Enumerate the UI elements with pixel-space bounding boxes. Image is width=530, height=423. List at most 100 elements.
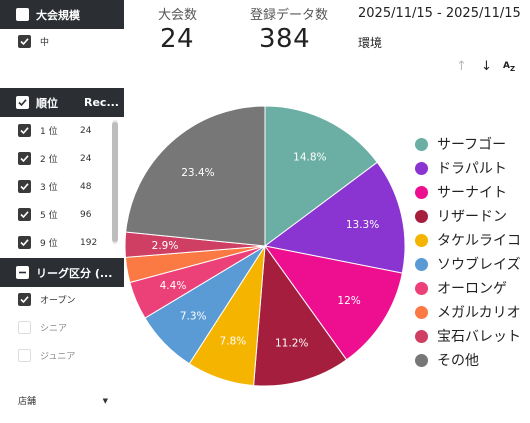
filter-rank-scrollbar[interactable]	[112, 120, 118, 244]
filter-league-item-checkbox[interactable]	[18, 349, 31, 362]
filter-rank-item-checkbox[interactable]	[18, 208, 31, 221]
filter-rank-item[interactable]: 1 位 24	[18, 124, 91, 137]
filter-rank-item[interactable]: 3 位 48	[18, 180, 91, 193]
pie-slice-label: 13.3%	[346, 219, 379, 231]
filter-rank-item-label: 5 位	[40, 211, 58, 221]
env-label: 環境	[358, 36, 383, 50]
pie-slice[interactable]	[125, 106, 266, 247]
legend-swatch	[415, 305, 428, 319]
filter-league-item-label: シニア	[40, 324, 68, 334]
legend-swatch	[415, 281, 428, 295]
pie-chart: 14.8% 13.3% 12% 11.2% 7.8% 7.3% 4.4% 2.9% 23.4%	[125, 106, 405, 386]
legend-label: サーナイト	[437, 185, 507, 201]
legend-swatch	[415, 353, 428, 367]
filter-league-item[interactable]: ジュニア	[18, 349, 75, 362]
legend-item[interactable]: オーロンゲ	[415, 278, 507, 298]
filter-rank-item-label: 1 位	[40, 127, 58, 137]
arrow-up-icon[interactable]: ↑	[456, 59, 467, 74]
legend-label: ドラパルト	[437, 161, 507, 177]
filter-rank-item-label: 3 位	[40, 183, 58, 193]
pie-slice-label: 23.4%	[181, 167, 214, 179]
filter-league-item[interactable]: オープン	[18, 293, 75, 306]
pie-slice-label: 2.9%	[152, 240, 179, 252]
filter-league-select-all-checkbox[interactable]	[16, 266, 29, 279]
pie-slice-label: 14.8%	[293, 152, 326, 164]
filter-store-label: 店舗	[18, 397, 37, 407]
pie-slice[interactable]	[263, 245, 403, 361]
filter-league-item-checkbox[interactable]	[18, 293, 31, 306]
filter-size-item-label: 中	[40, 38, 50, 48]
pie-slice-label: 7.8%	[220, 336, 247, 348]
filter-size-item[interactable]: 中	[18, 35, 49, 48]
scorecard-records-value: 384	[259, 24, 311, 54]
legend-item[interactable]: 宝石バレット	[415, 326, 521, 346]
filter-rank-col2[interactable]: Rec...	[84, 96, 119, 109]
date-range-control[interactable]: 2025/11/15 - 2025/11/15	[358, 6, 521, 21]
filter-league-title: リーグ区分 (...	[36, 266, 113, 280]
legend-label: リザードン	[437, 209, 507, 225]
legend-label: メガルカリオ	[437, 305, 521, 321]
pie-slice-label: 11.2%	[275, 337, 308, 349]
sort-az-icon[interactable]: AZ	[503, 61, 516, 73]
legend-label: 宝石バレット	[437, 329, 521, 345]
pie-slice[interactable]	[253, 244, 348, 386]
filter-size-select-all-checkbox[interactable]	[16, 8, 29, 21]
legend-label: その他	[437, 353, 479, 369]
legend-label: オーロンゲ	[437, 281, 507, 297]
filter-rank-item-count: 48	[80, 181, 92, 192]
legend-swatch	[415, 185, 428, 199]
filter-rank-item-label: 2 位	[40, 155, 58, 165]
legend-item[interactable]: ソウブレイズ	[415, 254, 521, 274]
scorecard-records-label: 登録データ数	[250, 8, 329, 23]
filter-size-title: 大会規模	[36, 8, 80, 22]
legend-item[interactable]: リザードン	[415, 206, 507, 226]
scorecard-tournaments-value: 24	[160, 24, 195, 54]
filter-size-header[interactable]: 大会規模	[0, 0, 124, 29]
arrow-down-icon[interactable]: ↓	[481, 59, 492, 74]
filter-store-dropdown[interactable]: 店舗 ▼	[18, 394, 108, 408]
filter-rank-item[interactable]: 2 位 24	[18, 152, 91, 165]
filter-rank-item-checkbox[interactable]	[18, 152, 31, 165]
filter-rank-item-count: 24	[80, 153, 92, 164]
caret-down-icon: ▼	[102, 396, 108, 405]
filter-league-item[interactable]: シニア	[18, 321, 67, 334]
pie-slice[interactable]	[264, 106, 378, 247]
pie-slice-label: 12%	[337, 295, 360, 307]
filter-rank-item-checkbox[interactable]	[18, 236, 31, 249]
filter-league-item-checkbox[interactable]	[18, 321, 31, 334]
filter-rank-select-all-checkbox[interactable]	[16, 96, 29, 109]
filter-rank-item-count: 192	[80, 237, 98, 248]
legend-item[interactable]: サーフゴー	[415, 134, 506, 154]
pie-slice-label: 7.3%	[180, 311, 207, 323]
filter-rank-scrollbar-thumb[interactable]	[112, 122, 118, 242]
filter-rank-title: 順位	[36, 96, 58, 110]
legend-item[interactable]: ドラパルト	[415, 158, 507, 178]
legend-item[interactable]: その他	[415, 350, 479, 370]
filter-rank-item-checkbox[interactable]	[18, 180, 31, 193]
filter-rank-item-count: 24	[80, 125, 92, 136]
legend-swatch	[415, 257, 428, 271]
filter-rank-item-checkbox[interactable]	[18, 124, 31, 137]
legend-swatch	[415, 209, 428, 223]
legend-label: サーフゴー	[437, 137, 507, 153]
filter-league-item-label: ジュニア	[40, 352, 76, 362]
filter-rank-item-label: 9 位	[40, 239, 58, 249]
filter-league-item-label: オープン	[40, 296, 76, 306]
legend-item[interactable]: メガルカリオ	[415, 302, 521, 322]
filter-rank-header[interactable]: 順位 Rec...	[0, 88, 124, 117]
filter-league-header[interactable]: リーグ区分 (...	[0, 258, 124, 287]
filter-rank-item[interactable]: 5 位 96	[18, 208, 91, 221]
legend-item[interactable]: サーナイト	[415, 182, 507, 202]
legend-swatch	[415, 137, 428, 151]
legend-swatch	[415, 233, 428, 247]
pie-slice-label: 4.4%	[160, 280, 187, 292]
scorecard-tournaments-label: 大会数	[158, 8, 198, 23]
filter-rank-item[interactable]: 9 位 192	[18, 236, 97, 249]
pie-slice[interactable]	[263, 161, 405, 274]
legend-swatch	[415, 161, 428, 175]
legend-item[interactable]: タケルライコ	[415, 230, 521, 250]
filter-rank-item-count: 96	[80, 209, 92, 220]
legend-label: ソウブレイズ	[437, 257, 521, 273]
legend-swatch	[415, 329, 428, 343]
filter-size-item-checkbox[interactable]	[18, 35, 31, 48]
